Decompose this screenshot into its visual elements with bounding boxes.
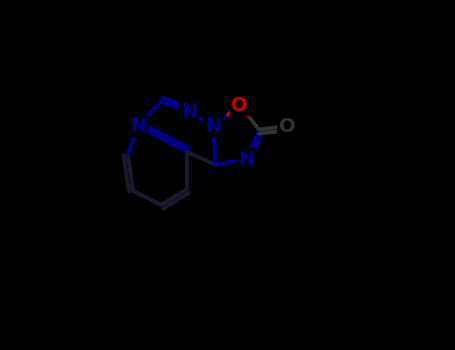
Text: N: N bbox=[130, 117, 147, 135]
Text: O: O bbox=[278, 117, 295, 135]
Text: N: N bbox=[181, 103, 197, 121]
Text: N: N bbox=[205, 117, 222, 135]
Text: O: O bbox=[232, 96, 248, 114]
Text: N: N bbox=[238, 150, 255, 169]
